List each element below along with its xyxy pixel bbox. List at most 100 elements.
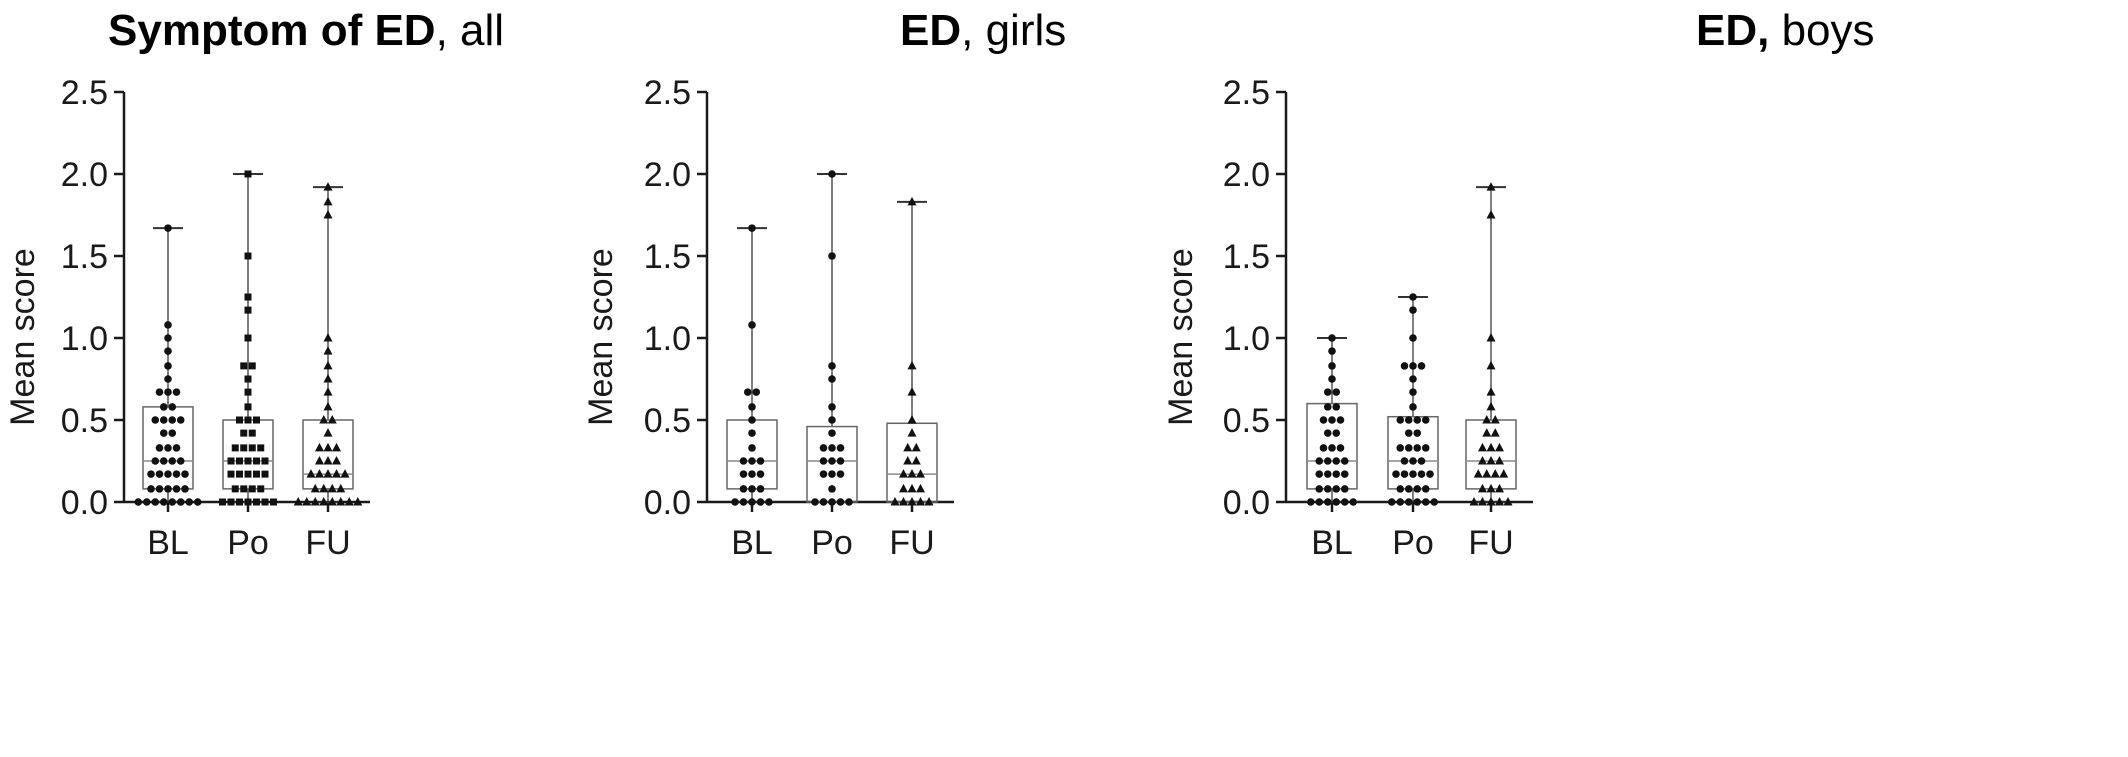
chart-panel-1: 0.0 0.5 1.0 1.5 2.0 2.5 Mean score BL Po FU — [582, 74, 954, 562]
data-point — [323, 456, 333, 465]
y-tick-label: 0.5 — [61, 402, 108, 440]
data-point — [1409, 375, 1417, 383]
y-tick-label: 2.0 — [61, 156, 108, 194]
data-point — [244, 170, 252, 178]
data-point — [253, 470, 260, 478]
data-point — [240, 429, 248, 437]
y-tick-label: 0.5 — [644, 402, 691, 440]
data-point — [155, 388, 164, 396]
data-point — [155, 470, 164, 478]
data-point — [1409, 470, 1417, 478]
data-point — [748, 403, 756, 411]
data-point — [319, 483, 329, 493]
data-point — [240, 485, 248, 493]
data-point — [1336, 444, 1345, 452]
iqr-box — [1387, 415, 1439, 490]
chart-panel-2: 0.0 0.5 1.0 1.5 2.0 2.5 Mean score BL Po FU — [1162, 74, 1533, 562]
data-point — [1349, 498, 1358, 506]
data-point — [248, 444, 256, 452]
data-point — [1421, 444, 1430, 452]
data-point — [811, 498, 819, 506]
data-point — [323, 374, 333, 383]
y-tick-label: 2.5 — [61, 74, 108, 112]
data-point — [1490, 415, 1500, 424]
data-point — [836, 444, 845, 452]
data-point — [185, 498, 194, 506]
data-point — [1486, 182, 1496, 191]
data-point — [151, 416, 160, 424]
data-point — [1328, 334, 1336, 342]
data-point — [172, 388, 181, 396]
data-point — [261, 470, 269, 478]
data-point — [1486, 333, 1496, 342]
data-point — [227, 457, 235, 465]
data-point — [168, 498, 177, 506]
data-point — [172, 485, 181, 493]
data-point — [248, 362, 256, 370]
data-point — [236, 498, 243, 506]
data-point — [1396, 444, 1405, 452]
data-point — [323, 387, 333, 396]
data-point — [907, 387, 917, 396]
data-point — [244, 416, 252, 424]
data-point — [147, 470, 155, 478]
data-point — [1396, 416, 1405, 424]
data-point — [323, 210, 333, 219]
data-point — [899, 469, 908, 478]
data-point — [1486, 210, 1496, 219]
panel-title-girls: ED, girls — [900, 6, 1066, 56]
data-point — [1336, 416, 1345, 424]
data-point — [1400, 362, 1409, 370]
data-point — [1332, 403, 1341, 411]
box-FU — [886, 196, 938, 506]
x-tick-label: Po — [811, 524, 853, 562]
data-point — [315, 469, 324, 478]
data-point — [1490, 428, 1500, 437]
x-tick-label: BL — [1311, 524, 1353, 562]
data-point — [327, 415, 337, 424]
x-tick-label: Po — [227, 524, 269, 562]
data-point — [845, 498, 853, 506]
data-point — [1469, 497, 1479, 506]
data-point — [743, 388, 752, 396]
data-point — [1421, 485, 1430, 493]
y-tick-label: 0.5 — [1223, 402, 1270, 440]
data-point — [244, 457, 252, 465]
data-point — [172, 444, 181, 452]
x-tick-label: FU — [1468, 524, 1513, 562]
data-point — [336, 483, 346, 493]
data-point — [903, 442, 913, 452]
data-point — [168, 457, 177, 465]
data-point — [353, 497, 363, 506]
data-point — [739, 457, 748, 465]
data-point — [890, 497, 900, 506]
data-point — [1323, 485, 1332, 493]
data-point — [1340, 457, 1349, 465]
data-point — [1503, 497, 1513, 506]
data-point — [244, 334, 252, 342]
data-point — [168, 403, 177, 411]
data-point — [164, 444, 172, 452]
data-point — [819, 444, 828, 452]
y-tick-label: 1.0 — [61, 320, 108, 358]
data-point — [748, 457, 756, 465]
data-point — [1409, 334, 1417, 342]
data-point — [147, 485, 155, 493]
data-point — [159, 457, 168, 465]
data-point — [1495, 456, 1504, 465]
data-point — [1413, 429, 1422, 437]
y-tick-label: 0.0 — [644, 484, 691, 522]
data-point — [231, 485, 239, 493]
data-point — [323, 346, 333, 355]
data-point — [836, 457, 845, 465]
panel-title-all: Symptom of ED, all — [108, 6, 504, 56]
data-point — [1486, 483, 1496, 493]
data-point — [748, 416, 756, 424]
data-point — [248, 429, 256, 437]
y-tick-label: 1.5 — [1223, 238, 1270, 276]
data-point — [828, 498, 836, 506]
data-point — [176, 416, 185, 424]
data-point — [176, 498, 185, 506]
data-point — [240, 362, 248, 370]
